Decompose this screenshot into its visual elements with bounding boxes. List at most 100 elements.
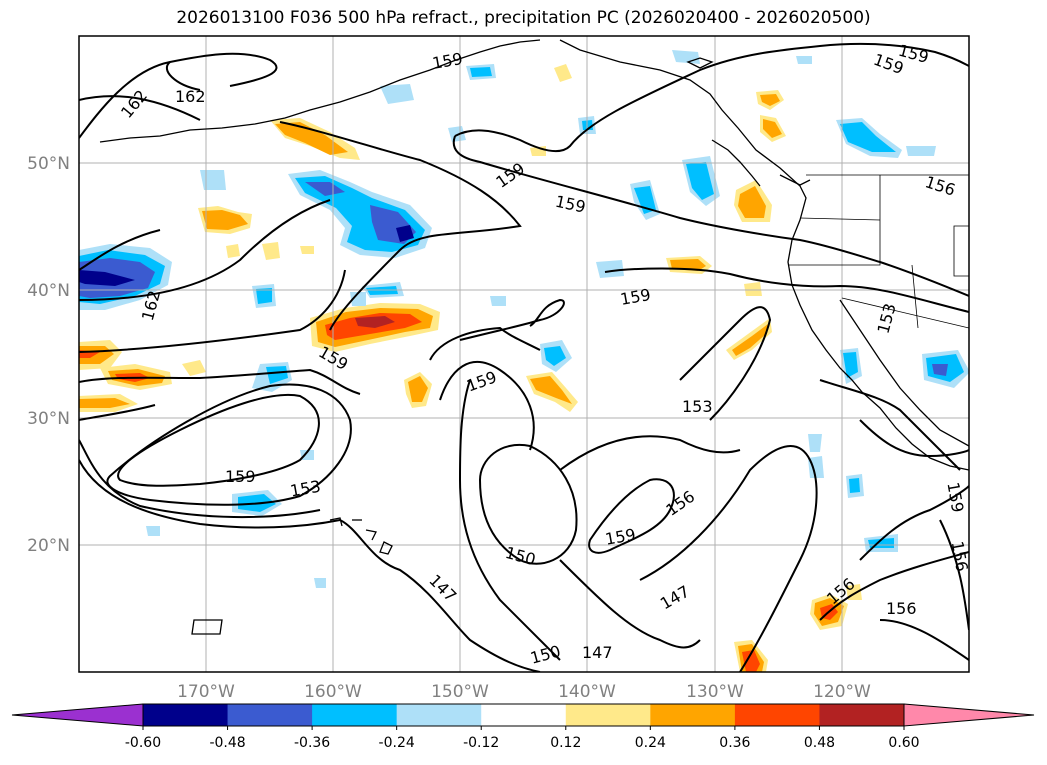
contour-line [819, 551, 969, 621]
precip-blob [256, 288, 272, 304]
vancouver-island [779, 174, 811, 186]
colorbar-extend-min [11, 703, 144, 727]
coastlines [99, 39, 969, 635]
colorbar-cell [143, 704, 229, 726]
colorbar-ticks: -0.60 -0.48 -0.36 -0.24 -0.12 0.12 0.24 0.36 0.4… [125, 726, 920, 751]
contour-line [79, 199, 331, 301]
contour-label: 153 [682, 397, 713, 416]
precip-blob [760, 94, 780, 106]
contour-line [939, 519, 969, 631]
colorbar-cell [734, 704, 820, 726]
lat-label: 30°N [27, 409, 70, 429]
precip-blob [266, 366, 288, 384]
precip-blob [932, 364, 948, 376]
colorbar-tick-label: 0.12 [550, 735, 581, 751]
precip-blob [355, 316, 395, 328]
contour-line [819, 379, 961, 471]
precip-blob [408, 376, 428, 402]
contour-line [454, 43, 969, 153]
contour-line [165, 61, 201, 91]
precip-blob [275, 122, 348, 155]
contour-label: 162 [175, 87, 206, 106]
contour-line [559, 435, 741, 471]
gulf-of-california [839, 299, 969, 447]
hawaii-coast [379, 541, 393, 555]
lat-label: 50°N [27, 154, 70, 174]
contour-line [452, 135, 969, 297]
precip-blob [314, 578, 326, 588]
state-border [911, 264, 919, 329]
colorbar-tick-label: 0.36 [719, 735, 750, 751]
colorbar-cell [396, 704, 482, 726]
latitude-axis: 50°N 40°N 30°N 20°N [27, 154, 70, 556]
colorbar-tick-label: -0.36 [294, 735, 330, 751]
contour-line [588, 478, 675, 554]
lon-label: 150°W [431, 682, 489, 702]
precip-blob [840, 122, 896, 152]
colorbar-frame [142, 703, 905, 727]
hawaii-coast [365, 529, 377, 541]
colorbar-extend-max [903, 703, 1035, 727]
colorbar-cell [565, 704, 651, 726]
colorbar: -0.60 -0.48 -0.36 -0.24 -0.12 0.12 0.24 0.36 0.4… [11, 703, 1035, 751]
state-border [799, 217, 881, 221]
precip-blob [808, 456, 824, 478]
precip-blob [554, 64, 572, 82]
precip-blob [182, 360, 206, 376]
refractivity-contours [79, 43, 969, 672]
precip-blob [906, 146, 936, 156]
precip-blob [596, 260, 624, 278]
contour-line [458, 379, 561, 661]
border-us-mexico [841, 297, 969, 329]
map-frame [78, 35, 970, 673]
contour-line [79, 368, 361, 395]
colorbar-tick-label: -0.48 [209, 735, 245, 751]
lat-label: 40°N [27, 281, 70, 301]
contour-line [79, 459, 541, 672]
north-american-coast [559, 39, 863, 393]
contour-label: 156 [886, 599, 917, 618]
precipitation-shading [79, 50, 969, 672]
precip-blob [350, 292, 366, 306]
precip-blob [808, 434, 822, 452]
contour-line [439, 360, 535, 451]
contour-line [79, 439, 321, 519]
precip-blob [470, 67, 492, 77]
precip-blob [634, 186, 656, 214]
political-borders [788, 174, 969, 329]
precip-blob [146, 526, 160, 536]
precip-blob [686, 162, 714, 200]
precip-blob [530, 376, 572, 404]
contour-line [559, 559, 701, 649]
contour-line [79, 95, 201, 121]
precip-blob [300, 246, 314, 254]
precip-blob [396, 225, 414, 242]
colorbar-cell [227, 704, 313, 726]
longitude-axis: 170°W 160°W 150°W 140°W 130°W 120°W [177, 682, 871, 702]
precip-blob [744, 282, 762, 296]
precip-blob [732, 324, 768, 356]
precip-blob [742, 650, 760, 672]
contour-line [679, 306, 772, 421]
state-border [788, 175, 881, 266]
precip-blob [544, 346, 566, 366]
precip-blob [490, 296, 506, 306]
precip-blob [200, 170, 226, 190]
contour-line [604, 267, 969, 313]
precip-blob [202, 210, 248, 230]
contour-line [429, 326, 541, 361]
colorbar-cell [819, 704, 905, 726]
contour-line [859, 419, 969, 458]
contour-line [639, 445, 818, 672]
baja-coast [861, 391, 969, 471]
lon-label: 160°W [304, 682, 362, 702]
contour-line [879, 619, 969, 661]
lon-label: 140°W [558, 682, 616, 702]
precip-blob [738, 186, 766, 218]
precip-blob [796, 56, 812, 64]
contour-line [117, 394, 320, 487]
island-coast [191, 619, 223, 635]
lat-label: 20°N [27, 536, 70, 556]
colorbar-tick-label: -0.24 [379, 735, 415, 751]
